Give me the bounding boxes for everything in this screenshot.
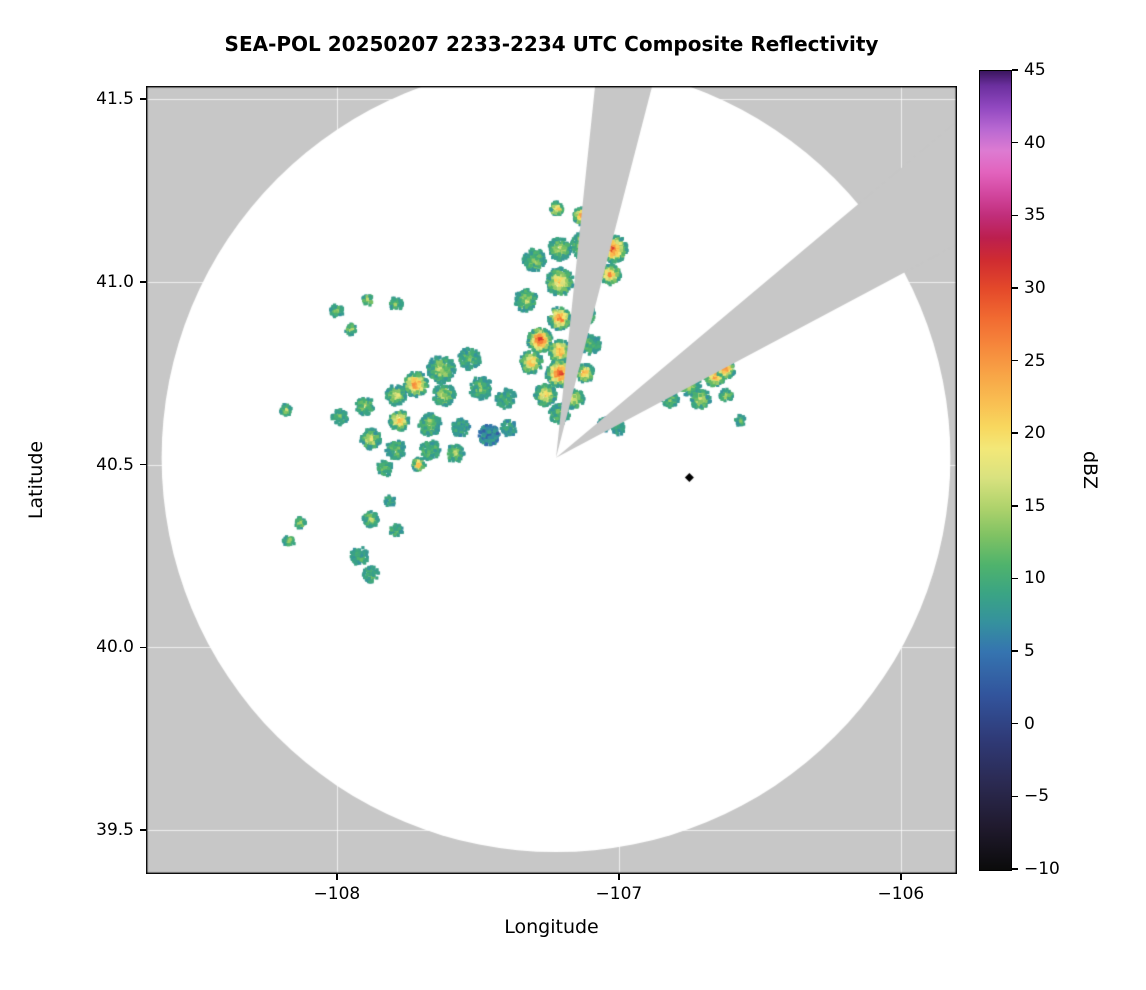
colorbar-tick-mark xyxy=(1012,795,1018,798)
colorbar-tick-mark xyxy=(1012,141,1018,144)
y-tick-label: 39.5 xyxy=(96,820,134,841)
x-tick-mark xyxy=(618,874,620,880)
x-tick-mark xyxy=(900,874,902,880)
colorbar-tick-label: 45 xyxy=(1024,60,1046,80)
colorbar-tick-mark xyxy=(1012,359,1018,362)
x-tick-label: −106 xyxy=(877,884,925,904)
y-tick-label: 41.5 xyxy=(96,89,134,110)
chart-title: SEA-POL 20250207 2233-2234 UTC Composite… xyxy=(224,32,879,56)
y-tick-mark xyxy=(140,281,146,283)
x-tick-label: −107 xyxy=(595,884,643,904)
colorbar-tick-label: 25 xyxy=(1024,350,1046,371)
colorbar-tick-label: 30 xyxy=(1024,277,1046,298)
plot-area: −108 −107 −106 39.5 40.0 40.5 41.0 41.5 xyxy=(96,86,957,904)
colorbar-tick-label: 5 xyxy=(1024,641,1035,662)
colorbar-tick-label: 10 xyxy=(1024,568,1046,589)
colorbar-tick-label: 15 xyxy=(1024,495,1046,516)
colorbar-tick-mark xyxy=(1012,650,1018,652)
colorbar-tick-mark xyxy=(1012,868,1018,870)
colorbar-tick-label: −10 xyxy=(1024,859,1060,879)
y-axis-label: Latitude xyxy=(25,440,47,520)
x-tick-mark xyxy=(336,874,338,880)
y-tick-mark xyxy=(140,98,146,100)
x-axis-label: Longitude xyxy=(504,916,599,938)
colorbar-tick-label: 0 xyxy=(1024,713,1035,734)
y-tick-label: 40.0 xyxy=(96,637,134,658)
colorbar-tick-mark xyxy=(1012,505,1018,507)
colorbar-tick-label: −5 xyxy=(1024,786,1050,807)
colorbar xyxy=(979,70,1012,871)
y-tick-mark xyxy=(140,829,146,831)
colorbar-tick-label: 40 xyxy=(1024,132,1046,153)
y-tick-label: 40.5 xyxy=(96,454,134,475)
colorbar-tick-label: 20 xyxy=(1024,423,1046,444)
x-tick-label: −108 xyxy=(313,884,361,904)
y-tick-label: 41.0 xyxy=(96,271,134,292)
colorbar-tick-label: 35 xyxy=(1024,205,1046,226)
colorbar-label: dBZ xyxy=(1079,450,1101,490)
colorbar-tick-mark xyxy=(1012,432,1018,434)
colorbar-tick-mark xyxy=(1012,214,1018,217)
y-tick-mark xyxy=(140,463,146,466)
plot-canvas xyxy=(146,86,957,874)
colorbar-tick-mark xyxy=(1012,577,1018,580)
y-tick-mark xyxy=(140,646,146,649)
colorbar-tick-mark xyxy=(1012,287,1018,289)
colorbar-tick-mark xyxy=(1012,69,1018,71)
colorbar-tick-mark xyxy=(1012,722,1018,725)
